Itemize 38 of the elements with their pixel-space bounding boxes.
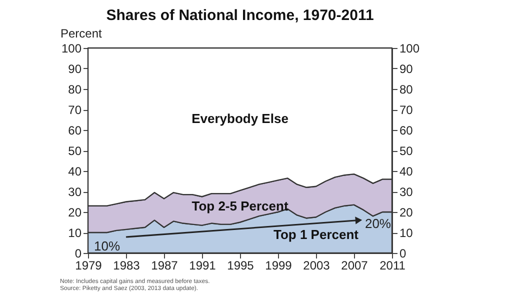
x-tick-label: 1995 [227, 258, 254, 272]
x-tick-label: 2011 [380, 258, 406, 272]
x-tick-label: 1999 [265, 258, 292, 272]
annotation: 10% [94, 238, 120, 254]
y2-tick-label: 70 [400, 103, 414, 117]
y-axis-title: Percent [60, 26, 103, 40]
y2-tick-label: 0 [400, 246, 406, 260]
chart-title: Shares of National Income, 1970-2011 [106, 7, 374, 24]
y2-tick-label: 40 [400, 164, 414, 178]
y2-tick-label: 20 [400, 206, 414, 220]
series-label: Top 1 Percent [273, 227, 360, 242]
annotation: 20% [364, 216, 392, 231]
y-tick-label: 60 [68, 124, 82, 138]
y2-tick-label: 10 [400, 226, 414, 240]
series-label: Everybody Else [192, 111, 288, 126]
y2-tick-label: 90 [400, 62, 414, 76]
y-tick-label: 90 [68, 62, 82, 76]
y-tick-label: 20 [68, 206, 82, 220]
x-tick-label: 2007 [341, 258, 368, 272]
y2-tick-label: 30 [400, 185, 414, 199]
y-tick-label: 10 [68, 226, 82, 240]
y-tick-label: 0 [74, 246, 82, 260]
y-tick-label: 80 [68, 82, 82, 96]
y2-tick-label: 50 [400, 144, 414, 158]
series-label: Top 2-5 Percent [192, 198, 289, 214]
y-tick-label: 50 [68, 144, 82, 158]
x-tick-label: 1987 [151, 258, 178, 272]
y-tick-label: 100 [61, 42, 82, 56]
x-tick-label: 1983 [113, 258, 140, 272]
y-tick-label: 30 [68, 185, 82, 199]
x-tick-label: 2003 [303, 258, 330, 272]
x-tick-label: 1991 [189, 258, 216, 272]
y-tick-label: 70 [68, 103, 82, 117]
y2-tick-label: 80 [400, 82, 414, 96]
y2-tick-label: 100 [400, 42, 420, 56]
y-tick-label: 40 [68, 164, 82, 178]
y2-tick-label: 60 [400, 124, 414, 138]
x-tick-label: 1979 [75, 258, 102, 272]
